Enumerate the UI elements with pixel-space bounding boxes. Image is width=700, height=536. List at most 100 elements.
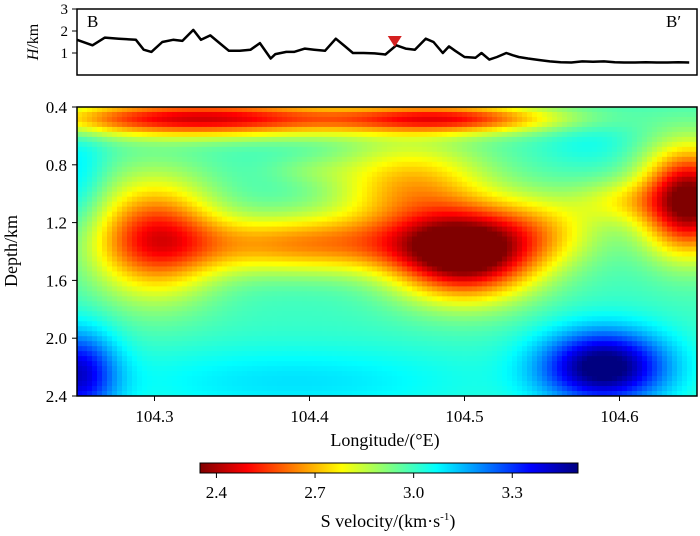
heatmap-cell [492, 156, 498, 163]
heatmap-cell [412, 236, 418, 243]
heatmap-cell [397, 181, 403, 188]
heatmap-cell [167, 186, 173, 193]
heatmap-cell [627, 216, 633, 223]
heatmap-cell [257, 271, 263, 278]
heatmap-cell [132, 281, 138, 287]
heatmap-cell [642, 276, 648, 282]
heatmap-cell [642, 121, 648, 128]
heatmap-cell [362, 186, 368, 193]
heatmap-cell [637, 296, 643, 302]
heatmap-cell [622, 296, 628, 302]
heatmap-cell [472, 186, 478, 193]
heatmap-cell [397, 156, 403, 163]
heatmap-cell [597, 116, 603, 123]
heatmap-cell [147, 116, 153, 123]
heatmap-cell [352, 221, 358, 228]
heatmap-cell [642, 256, 648, 263]
heatmap-cell [137, 126, 143, 133]
heatmap-cell [612, 226, 618, 233]
heatmap-cell [122, 211, 128, 218]
heatmap-cell [122, 151, 128, 158]
heatmap-cell [397, 161, 403, 168]
heatmap-cell [462, 176, 468, 183]
heatmap-cell [677, 261, 683, 268]
heatmap-cell [492, 261, 498, 268]
heatmap-cell [657, 271, 663, 278]
heatmap-cell [502, 286, 508, 292]
heatmap-cell [462, 301, 468, 307]
heatmap-cell [637, 221, 643, 228]
heatmap-cell [262, 226, 268, 233]
heatmap-cell [267, 141, 273, 148]
heatmap-cell [187, 201, 193, 208]
heatmap-cell [397, 276, 403, 282]
heatmap-cell [227, 211, 233, 218]
heatmap-cell [217, 296, 223, 302]
heatmap-cell [97, 111, 103, 118]
heatmap-cell [572, 271, 578, 278]
heatmap-cell [507, 271, 513, 278]
heatmap-cell [147, 211, 153, 218]
heatmap-cell [182, 181, 188, 188]
heatmap-cell [132, 121, 138, 128]
heatmap-cell [147, 201, 153, 208]
heatmap-cell [322, 136, 328, 143]
heatmap-cell [687, 176, 693, 183]
heatmap-cell [617, 276, 623, 282]
heatmap-cell [327, 151, 333, 158]
heatmap-cell [342, 196, 348, 203]
heatmap-cell [182, 126, 188, 133]
heatmap-cell [397, 266, 403, 273]
heatmap-cell [522, 161, 528, 168]
heatmap-cell [272, 121, 278, 128]
heatmap-cell [102, 221, 108, 228]
heatmap-cell [362, 251, 368, 258]
heatmap-cell [582, 261, 588, 268]
heatmap-cell [107, 166, 113, 173]
heatmap-cell [252, 221, 258, 228]
heatmap-cell [447, 296, 453, 302]
heatmap-cell [552, 107, 558, 113]
heatmap-cell [547, 276, 553, 282]
heatmap-cell [337, 156, 343, 163]
heatmap-cell [657, 166, 663, 173]
heatmap-cell [177, 111, 183, 118]
heatmap-cell [222, 111, 228, 118]
heatmap-cell [277, 261, 283, 268]
heatmap-cell [647, 107, 653, 113]
heatmap-cell [447, 161, 453, 168]
heatmap-cell [552, 111, 558, 118]
heatmap-cell [552, 261, 558, 268]
heatmap-cell [297, 231, 303, 238]
heatmap-cell [312, 126, 318, 133]
heatmap-cell [277, 286, 283, 292]
heatmap-cell [77, 141, 83, 148]
heatmap-cell [457, 141, 463, 148]
heatmap-cell [357, 286, 363, 292]
heatmap-cell [152, 201, 158, 208]
heatmap-cell [322, 221, 328, 228]
heatmap-cell [177, 241, 183, 248]
heatmap-cell [462, 201, 468, 208]
heatmap-cell [477, 181, 483, 188]
heatmap-cell [342, 156, 348, 163]
heatmap-cell [297, 276, 303, 282]
heatmap-cell [517, 296, 523, 302]
heatmap-cell [327, 126, 333, 133]
heatmap-cell [367, 116, 373, 123]
heatmap-cell [422, 291, 428, 297]
heatmap-cell [207, 231, 213, 238]
heatmap-cell [522, 236, 528, 243]
heatmap-cell [302, 191, 308, 198]
heatmap-cell [597, 221, 603, 228]
heatmap-cell [437, 206, 443, 213]
heatmap-cell [512, 156, 518, 163]
heatmap-cell [242, 176, 248, 183]
heatmap-cell [332, 161, 338, 168]
heatmap-cell [602, 216, 608, 223]
heatmap-cell [362, 236, 368, 243]
heatmap-cell [637, 266, 643, 273]
heatmap-cell [332, 111, 338, 118]
heatmap-cell [382, 156, 388, 163]
heatmap-cell [527, 126, 533, 133]
